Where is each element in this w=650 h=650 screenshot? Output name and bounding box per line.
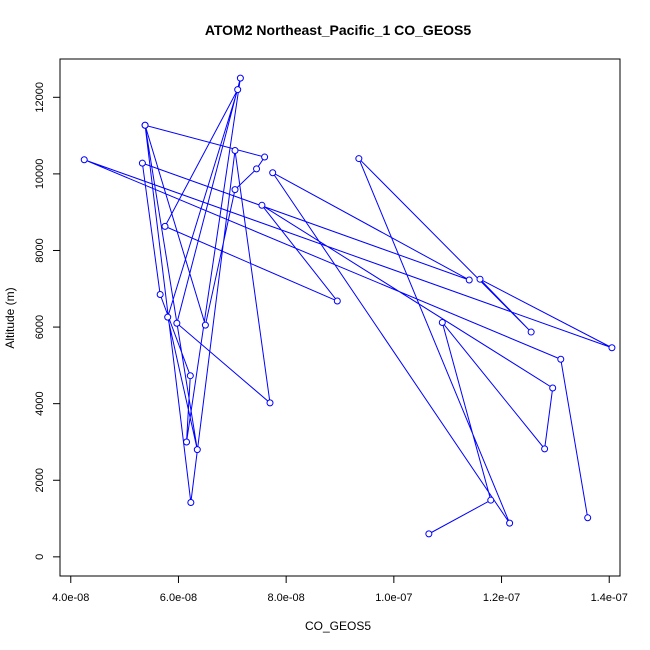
data-point <box>164 313 172 321</box>
y-tick-label: 0 <box>34 554 46 560</box>
data-point <box>156 291 164 299</box>
y-tick-label: 2000 <box>34 468 46 492</box>
data-point <box>465 276 473 284</box>
data-point <box>549 384 557 392</box>
y-tick-label: 6000 <box>34 315 46 339</box>
data-point <box>173 319 181 327</box>
data-point <box>141 121 149 129</box>
data-point <box>258 201 266 209</box>
data-point <box>476 275 484 283</box>
data-point <box>193 446 201 454</box>
plot-area <box>59 58 621 577</box>
data-point <box>266 399 274 407</box>
data-point <box>253 165 261 173</box>
data-point <box>201 321 209 329</box>
x-tick-label: 4.0e-08 <box>52 592 89 604</box>
series-line <box>84 78 613 535</box>
y-axis-label: Altitude (m) <box>3 287 17 348</box>
y-tick-label: 4000 <box>34 391 46 415</box>
data-point <box>557 355 565 363</box>
data-point <box>231 186 239 194</box>
x-axis-label: CO_GEOS5 <box>305 619 371 633</box>
data-point <box>161 222 169 230</box>
data-point <box>261 153 269 161</box>
chart-title: ATOM2 Northeast_Pacific_1 CO_GEOS5 <box>205 22 472 38</box>
data-point <box>541 445 549 453</box>
data-point <box>183 438 191 446</box>
y-axis: 0 2000 4000 6000 8000 10000 12000 <box>34 82 61 560</box>
data-point <box>333 297 341 305</box>
data-point <box>527 328 535 336</box>
x-axis: 4.0e-08 6.0e-08 8.0e-08 1.0e-07 1.2e-07 1.4e-… <box>52 575 628 604</box>
data-point <box>80 156 88 164</box>
data-point <box>487 496 495 504</box>
y-tick-label: 12000 <box>34 82 46 113</box>
x-tick-label: 6.0e-08 <box>160 592 197 604</box>
y-tick-label: 8000 <box>34 238 46 262</box>
x-tick-label: 8.0e-08 <box>267 592 304 604</box>
data-point <box>425 530 433 538</box>
x-tick-label: 1.0e-07 <box>375 592 412 604</box>
data-point <box>355 155 363 163</box>
data-point <box>138 159 146 167</box>
data-point <box>438 318 446 326</box>
y-tick-label: 10000 <box>34 159 46 190</box>
data-point <box>234 86 242 94</box>
series-layer <box>80 74 616 538</box>
x-tick-label: 1.4e-07 <box>591 592 628 604</box>
data-point <box>584 514 592 522</box>
data-point <box>187 498 195 506</box>
data-point <box>608 344 616 352</box>
data-point <box>231 147 239 155</box>
data-point <box>269 169 277 177</box>
data-point <box>506 519 514 527</box>
data-point <box>236 74 244 82</box>
data-point <box>186 372 194 380</box>
x-tick-label: 1.2e-07 <box>483 592 520 604</box>
